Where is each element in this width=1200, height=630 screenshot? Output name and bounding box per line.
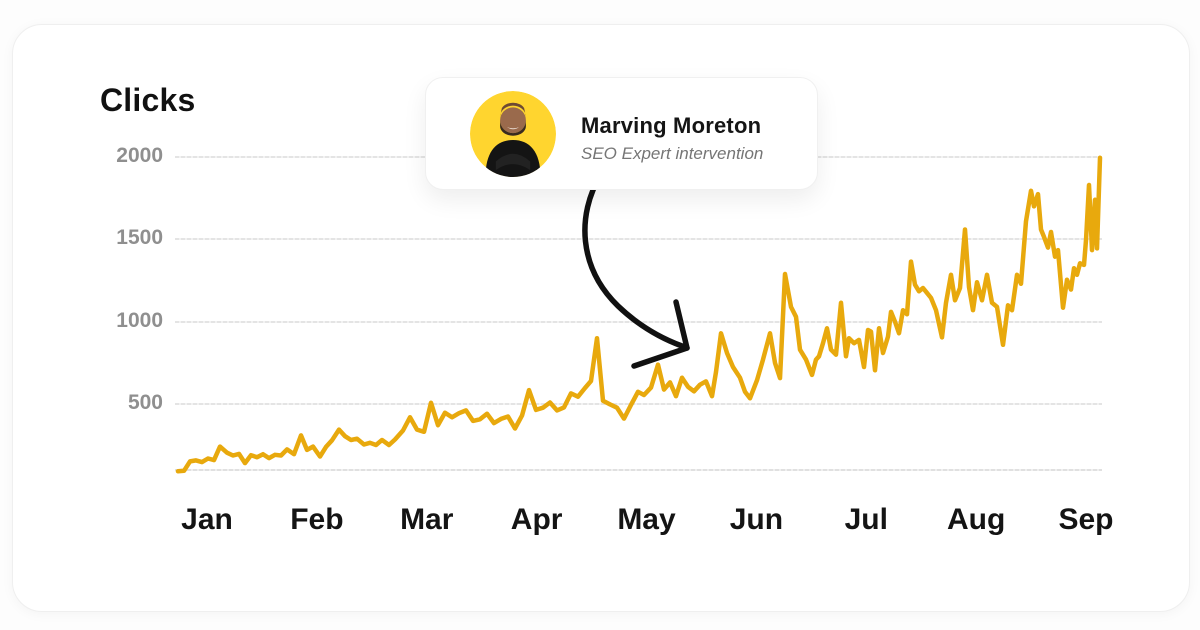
y-axis-label-500: 500	[127, 391, 163, 415]
gridline-1500	[175, 238, 1102, 241]
annotation-name: Marving Moreton	[581, 113, 762, 138]
x-axis-baseline	[175, 469, 1102, 471]
chart-title: Clicks	[100, 82, 196, 118]
x-axis-label-mar: Mar	[400, 503, 454, 536]
y-axis-label-1000: 1000	[116, 308, 163, 332]
x-axis-label-apr: Apr	[510, 503, 563, 536]
gridline-500	[175, 403, 1102, 406]
y-axis-label-2000: 2000	[116, 144, 163, 167]
x-axis-label-jan: Jan	[181, 503, 233, 536]
annotation-card: Marving Moreton SEO Expert intervention	[425, 77, 818, 190]
annotation-subtitle: SEO Expert intervention	[581, 144, 764, 163]
x-axis-label-jul: Jul	[844, 503, 888, 536]
x-axis-label-sep: Sep	[1058, 503, 1114, 536]
x-axis-label-feb: Feb	[290, 503, 344, 536]
y-axis-label-1500: 1500	[116, 226, 163, 250]
x-axis-label-may: May	[617, 503, 676, 536]
avatar	[470, 91, 556, 177]
x-axis-label-aug: Aug	[946, 503, 1006, 536]
x-axis-label-jun: Jun	[729, 503, 784, 536]
avatar-person-icon	[470, 91, 556, 177]
gridline-1000	[175, 320, 1102, 323]
